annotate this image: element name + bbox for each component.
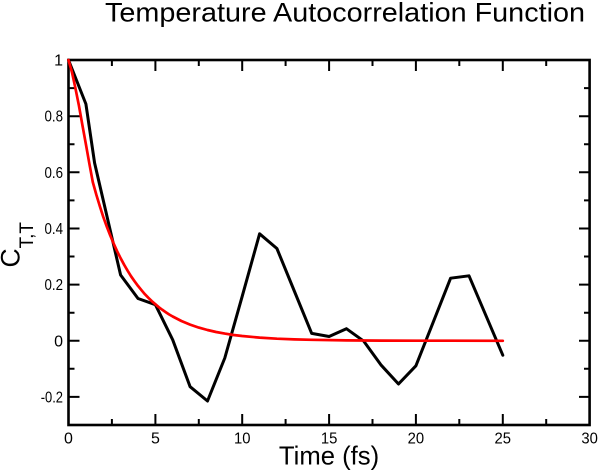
svg-text:0.2: 0.2 [45, 277, 64, 294]
svg-text:-0.2: -0.2 [41, 389, 63, 406]
svg-text:0: 0 [54, 333, 63, 350]
svg-text:25: 25 [495, 431, 512, 448]
svg-text:0.8: 0.8 [45, 109, 64, 126]
svg-text:Temperature Autocorrelation Fu: Temperature Autocorrelation Function [105, 0, 585, 28]
svg-text:20: 20 [408, 431, 425, 448]
svg-text:1: 1 [54, 53, 63, 70]
svg-text:0.4: 0.4 [45, 221, 64, 238]
svg-text:5: 5 [151, 431, 160, 448]
svg-text:0: 0 [64, 431, 73, 448]
svg-text:10: 10 [234, 431, 251, 448]
svg-text:Time (fs): Time (fs) [279, 441, 379, 471]
svg-text:0.6: 0.6 [45, 165, 64, 182]
svg-text:30: 30 [581, 431, 598, 448]
svg-text:15: 15 [321, 431, 338, 448]
